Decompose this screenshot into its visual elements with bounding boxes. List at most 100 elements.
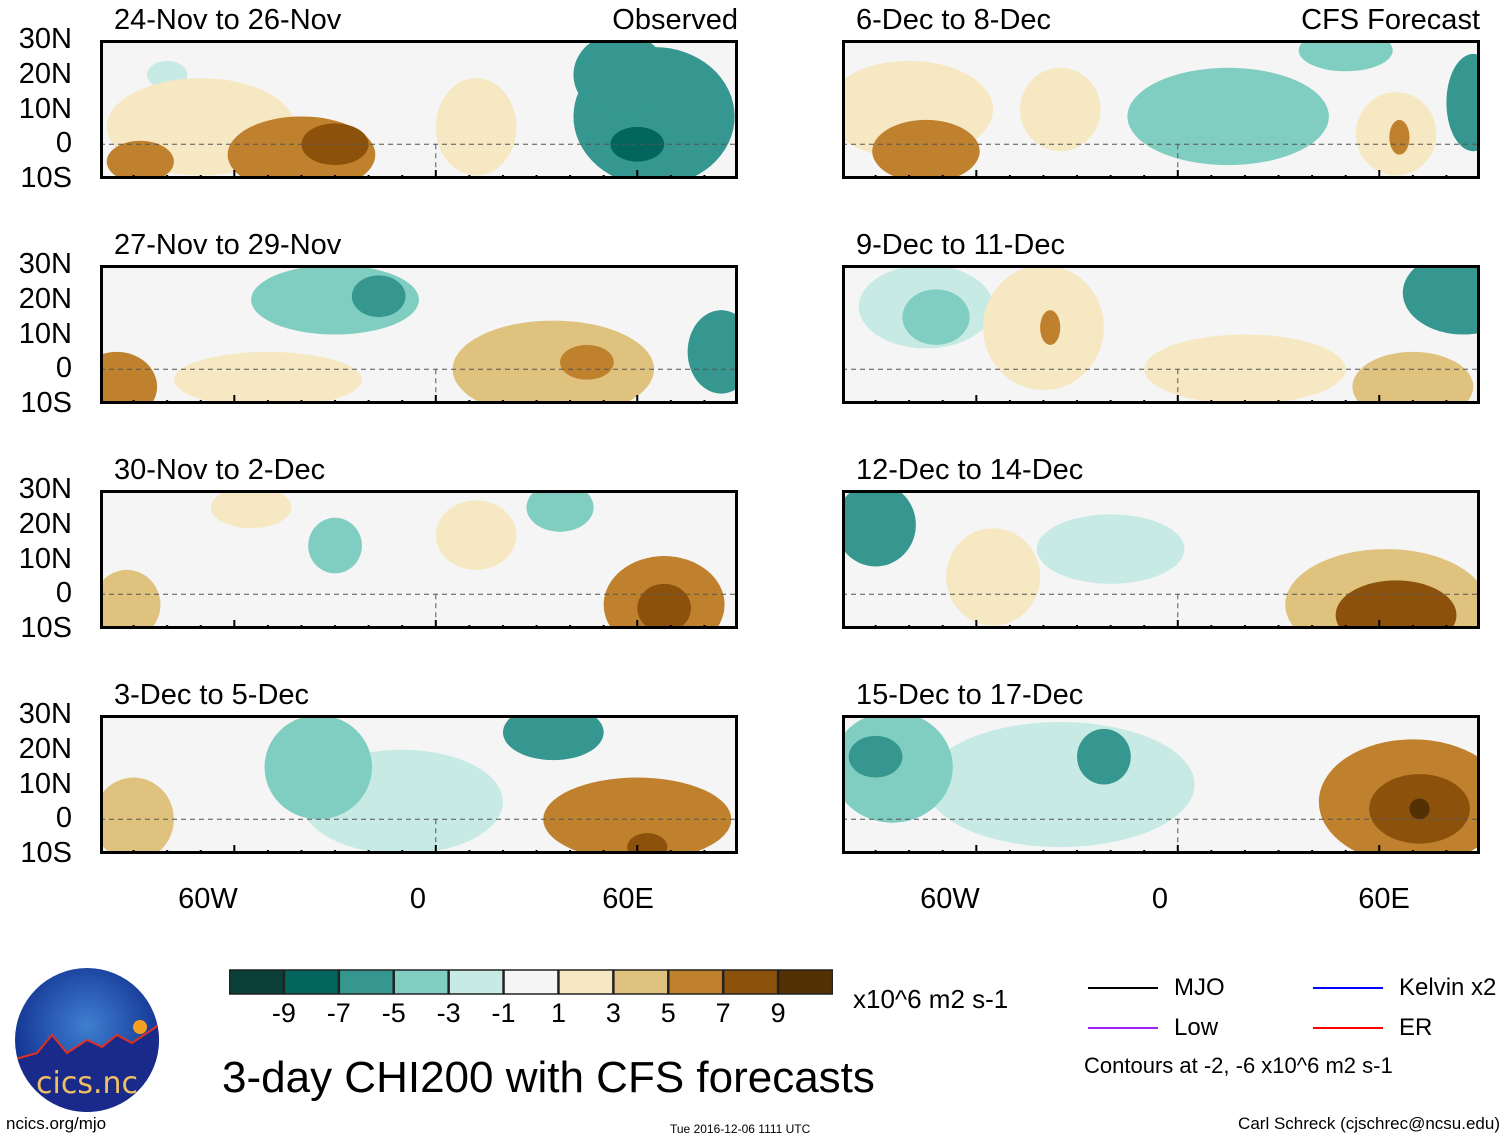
anomaly-region [351,275,406,318]
anomaly-region [848,735,903,778]
anomaly-region [435,78,517,176]
anomaly-region [1040,310,1061,345]
colorbar-tick-label: 9 [770,998,786,1028]
legend-label: MJO [1174,974,1225,1001]
anomaly-region [573,40,668,117]
y-tick-label: 10S [20,837,72,869]
anomaly-region [560,344,614,380]
x-tick-label: 60E [1358,883,1410,915]
panel-frame [100,490,738,629]
colorbar-swatch [503,969,559,995]
anomaly-region [1335,580,1457,629]
anomaly-region [100,777,174,854]
x-tick-label: 60W [178,883,238,915]
anomaly-region [502,715,604,761]
map-panel [842,265,1480,404]
colorbar-swatch [338,969,394,995]
contour-note: Contours at -2, -6 x10^6 m2 s-1 [1084,1053,1393,1078]
anomaly-region [1402,265,1480,335]
panel-frame [842,40,1480,179]
legend-item-kelvin: Kelvin x2 [1313,974,1496,1002]
panel-source-tag: CFS Forecast [1301,4,1480,36]
anomaly-region [1389,119,1410,155]
y-tick-label: 10N [18,92,72,125]
colorbar-tick-label: 7 [715,998,731,1028]
y-tick-label: 10S [20,162,72,194]
colorbar-swatch [229,969,285,995]
colorbar [229,969,833,995]
y-tick-label: 10S [20,387,72,419]
map-panel [842,40,1480,179]
panel-frame [842,265,1480,404]
anomaly-region [100,351,158,404]
cicsnc-logo: cics.nc [15,968,159,1112]
anomaly-region [210,490,292,529]
panel-title: 3-Dec to 5-Dec [114,679,310,711]
colorbar-tick-label: 3 [605,998,621,1028]
anomaly-region [264,715,372,820]
map-panel [100,490,738,629]
anomaly-region [842,490,916,567]
colorbar-swatch [722,969,779,995]
legend-line [1313,987,1383,989]
legend-line [1088,1027,1158,1029]
colorbar-tick-label: 1 [550,998,566,1028]
anomaly-region [902,289,970,345]
y-tick-label: 10N [18,542,72,575]
colorbar-tick-label: -9 [271,998,296,1028]
anomaly-region [1127,67,1329,166]
panel-frame [842,490,1480,629]
colorbar-tick-label: -7 [326,998,351,1028]
anomaly-region [1446,53,1480,152]
panel-source-tag: Observed [612,4,738,36]
colorbar-swatch [558,969,614,995]
y-tick-label: 20N [18,732,72,765]
anomaly-region [1019,67,1101,152]
y-tick-label: 30N [18,473,72,505]
y-tick-label: 0 [55,802,72,835]
anomaly-region [687,310,738,394]
x-tick-label: 0 [1151,883,1169,915]
y-tick-label: 30N [18,248,72,280]
legend-item-mjo: MJO [1088,974,1225,1002]
x-tick-label: 60E [602,883,654,915]
anomaly-region [1298,40,1393,72]
anomaly-region [106,140,174,179]
map-panel [842,715,1480,854]
y-tick-label: 30N [18,698,72,730]
colorbar-swatch [283,969,340,995]
panel-title: 12-Dec to 14-Dec [856,454,1084,486]
timestamp: Tue 2016-12-06 1111 UTC [670,1122,811,1136]
colorbar-swatch [613,969,669,995]
anomaly-region [1409,798,1430,820]
panel-title: 24-Nov to 26-Nov [114,4,342,36]
panel-frame [842,715,1480,854]
anomaly-region [946,528,1041,626]
y-tick-label: 0 [55,577,72,610]
author-credit: Carl Schreck (cjschrec@ncsu.edu) [1238,1114,1500,1133]
anomaly-region [452,320,655,404]
anomaly-region [308,517,362,574]
y-tick-label: 20N [18,57,72,90]
colorbar-swatch [448,969,504,995]
map-panel [100,715,738,854]
legend-label: Kelvin x2 [1399,974,1497,1001]
anomaly-region [1077,728,1131,785]
panel-title: 27-Nov to 29-Nov [114,229,342,261]
anomaly-region [872,119,980,179]
y-tick-label: 30N [18,23,72,55]
anomaly-region [100,569,161,629]
colorbar-tick-label: -1 [491,998,516,1028]
website-link[interactable]: ncics.org/mjo [6,1114,107,1133]
x-tick-label: 60W [920,883,980,915]
panel-title: 9-Dec to 11-Dec [856,229,1065,261]
panel-frame [100,265,738,404]
panel-title: 30-Nov to 2-Dec [114,454,326,486]
panel-title: 15-Dec to 17-Dec [856,679,1084,711]
anomaly-region [610,126,665,162]
colorbar-tick-label: -3 [436,998,461,1028]
anomaly-region [1036,514,1185,584]
colorbar-swatch [393,969,449,995]
panel-frame [100,715,738,854]
map-panel [100,265,738,404]
